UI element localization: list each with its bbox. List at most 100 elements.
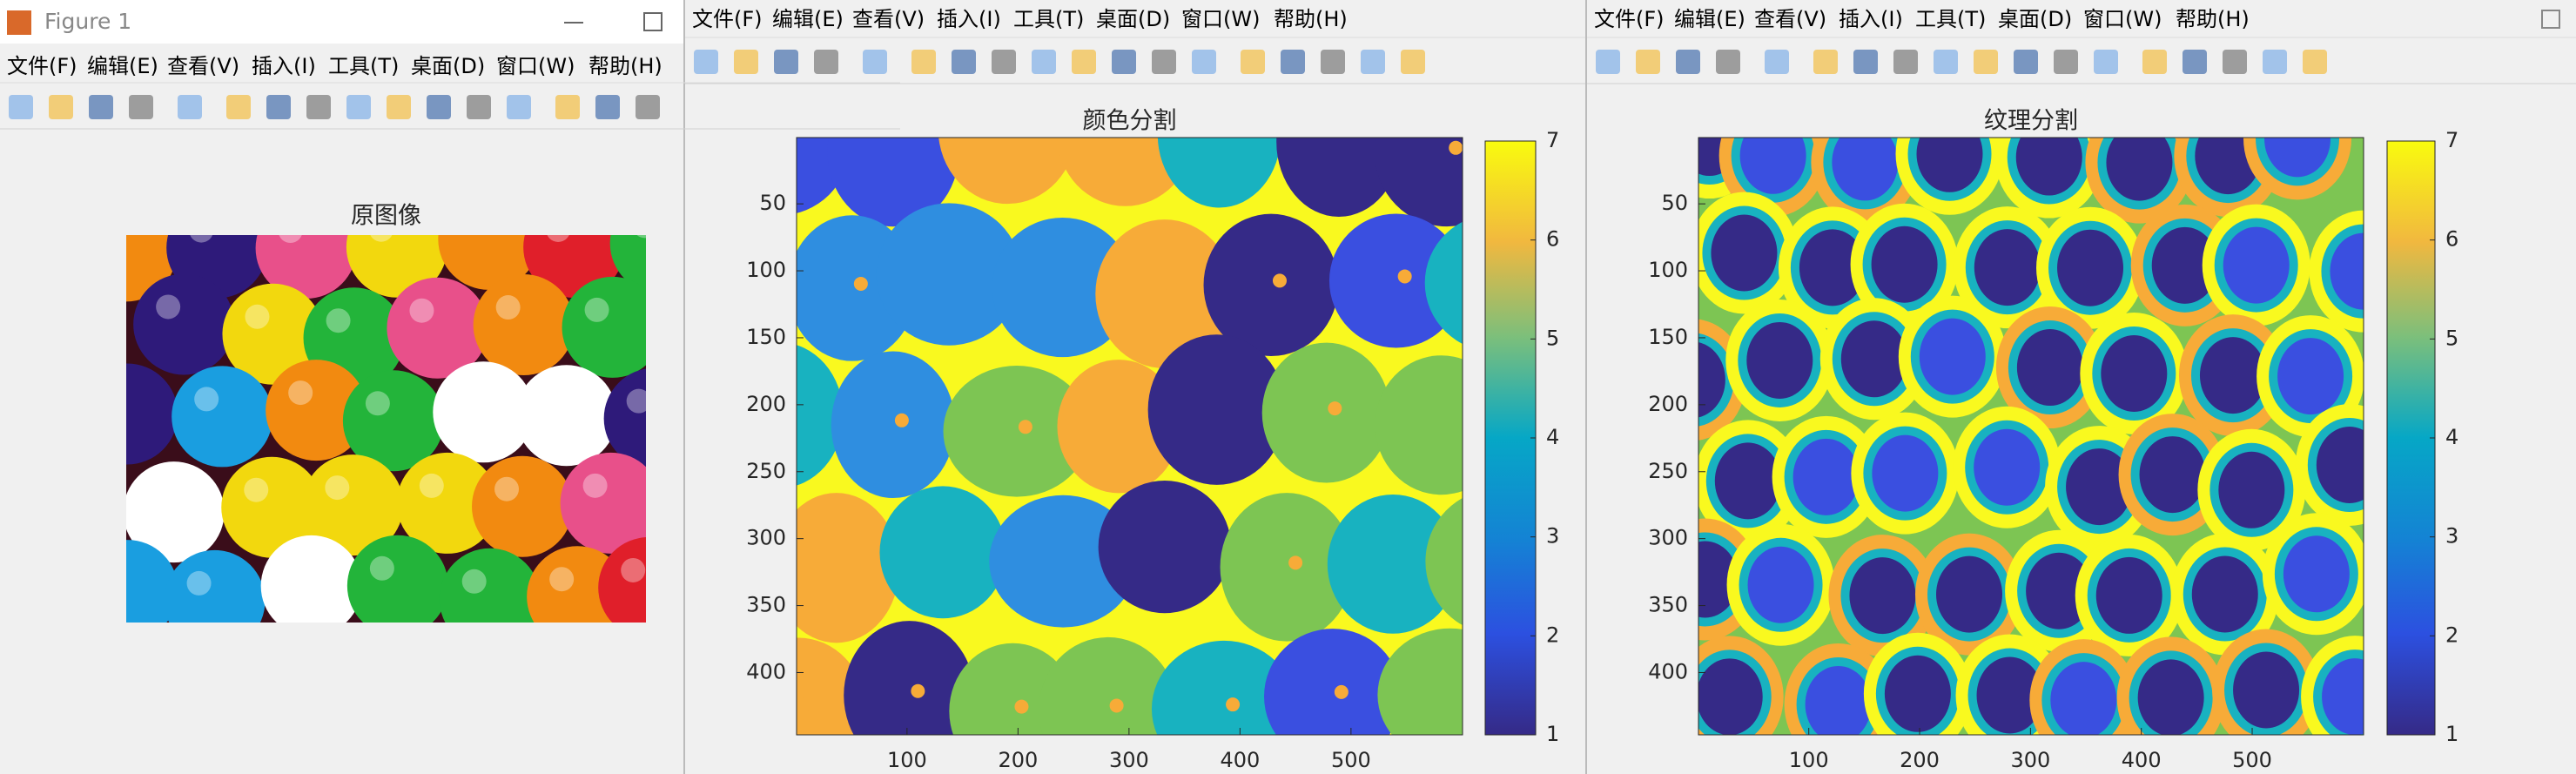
toolbar-button[interactable]	[1241, 50, 1265, 74]
highlight	[283, 555, 308, 581]
menu-item[interactable]: 编辑(E)	[1674, 7, 1745, 31]
menu-item[interactable]: 工具(T)	[1915, 7, 1986, 31]
menu-item[interactable]: 编辑(E)	[87, 54, 158, 78]
toolbar-button[interactable]	[595, 95, 620, 119]
menu-item[interactable]: 查看(V)	[167, 54, 239, 78]
highlight	[621, 557, 646, 582]
toolbar-button[interactable]	[1361, 50, 1385, 74]
toolbar-button[interactable]	[2223, 50, 2247, 74]
toolbar-button[interactable]	[1813, 50, 1838, 74]
toolbar-button[interactable]	[1401, 50, 1425, 74]
toolbar-button[interactable]	[2303, 50, 2327, 74]
toolbar-button[interactable]	[1716, 50, 1740, 74]
window-button[interactable]	[2541, 10, 2560, 29]
gumball	[126, 461, 225, 563]
menu-item[interactable]: 编辑(E)	[772, 7, 844, 31]
toolbar-button[interactable]	[1676, 50, 1700, 74]
menu-item[interactable]: 工具(T)	[328, 54, 399, 78]
segment-core	[2137, 659, 2204, 735]
toolbar-button[interactable]	[1934, 50, 1958, 74]
toolbar-button[interactable]	[1281, 50, 1305, 74]
menu-item[interactable]: 窗口(W)	[496, 54, 575, 78]
menu-item[interactable]: 窗口(W)	[1181, 7, 1260, 31]
menu-item[interactable]: 文件(F)	[7, 54, 77, 78]
menu-item[interactable]: 窗口(W)	[2083, 7, 2162, 31]
toolbar-button[interactable]	[1765, 50, 1789, 74]
toolbar-button[interactable]	[178, 95, 202, 119]
menu-item[interactable]: 帮助(H)	[589, 54, 662, 78]
toolbar-button[interactable]	[814, 50, 838, 74]
gumball	[603, 368, 646, 468]
toolbar-button[interactable]	[1893, 50, 1918, 74]
toolbar-button[interactable]	[306, 95, 331, 119]
toolbar-button[interactable]	[1112, 50, 1136, 74]
toolbar-button[interactable]	[1152, 50, 1176, 74]
maximize-button[interactable]	[643, 12, 662, 31]
toolbar-button[interactable]	[2183, 50, 2207, 74]
toolbar-button[interactable]	[226, 95, 251, 119]
menu-item[interactable]: 插入(I)	[937, 7, 1001, 31]
toolbar-button[interactable]	[694, 50, 718, 74]
axes-box	[796, 137, 1463, 736]
menu-item[interactable]: 插入(I)	[252, 54, 316, 78]
segment-core	[2139, 436, 2206, 514]
segment	[827, 138, 959, 227]
toolbar-button[interactable]	[1974, 50, 1998, 74]
colorbar-tick-label: 1	[2445, 722, 2458, 746]
menu-item[interactable]: 插入(I)	[1839, 7, 1903, 31]
toolbar-button[interactable]	[636, 95, 660, 119]
toolbar-button[interactable]	[774, 50, 798, 74]
toolbar-button[interactable]	[2054, 50, 2078, 74]
toolbar-button[interactable]	[1032, 50, 1056, 74]
colorbar	[2386, 140, 2436, 736]
toolbar-button[interactable]	[387, 95, 411, 119]
toolbar-button[interactable]	[129, 95, 153, 119]
toolbar-button[interactable]	[1636, 50, 1660, 74]
gumball	[342, 370, 444, 472]
toolbar-button[interactable]	[1072, 50, 1096, 74]
segment-core	[1974, 428, 2041, 506]
toolbar-button[interactable]	[952, 50, 976, 74]
toolbar-button[interactable]	[89, 95, 113, 119]
toolbar-button[interactable]	[427, 95, 451, 119]
colorbar-tick-label: 7	[1546, 128, 1559, 152]
toolbar-button[interactable]	[911, 50, 936, 74]
toolbar-button[interactable]	[555, 95, 580, 119]
menu-item[interactable]: 桌面(D)	[1096, 7, 1170, 31]
menu-item[interactable]: 桌面(D)	[1998, 7, 2072, 31]
segment	[992, 217, 1133, 358]
menu-item[interactable]: 查看(V)	[852, 7, 925, 31]
toolbar-button[interactable]	[507, 95, 531, 119]
toolbar-button[interactable]	[2142, 50, 2167, 74]
segment-spot	[1166, 282, 1180, 297]
gumball	[560, 452, 646, 554]
toolbar-button[interactable]	[1596, 50, 1620, 74]
toolbar-button[interactable]	[2094, 50, 2118, 74]
menu-item[interactable]: 工具(T)	[1013, 7, 1084, 31]
menu-item[interactable]: 帮助(H)	[2176, 7, 2250, 31]
toolbar-button[interactable]	[2263, 50, 2287, 74]
toolbar-button[interactable]	[1192, 50, 1216, 74]
segment	[1425, 498, 1463, 626]
toolbar-button[interactable]	[467, 95, 491, 119]
toolbar-button[interactable]	[734, 50, 758, 74]
menu-item[interactable]: 帮助(H)	[1274, 7, 1348, 31]
toolbar-button[interactable]	[49, 95, 73, 119]
gumball	[266, 360, 367, 461]
gumball	[609, 235, 646, 292]
colorbar-tick-label: 3	[1546, 524, 1559, 549]
toolbar-button[interactable]	[1853, 50, 1878, 74]
x-tick-label: 500	[1331, 748, 1371, 772]
toolbar-button[interactable]	[992, 50, 1016, 74]
toolbar-button[interactable]	[266, 95, 291, 119]
toolbar-button[interactable]	[346, 95, 371, 119]
toolbar-button[interactable]	[2014, 50, 2038, 74]
toolbar-button[interactable]	[863, 50, 887, 74]
menu-item[interactable]: 文件(F)	[692, 7, 763, 31]
toolbar-button[interactable]	[1321, 50, 1345, 74]
menu-item[interactable]: 查看(V)	[1754, 7, 1826, 31]
menu-item[interactable]: 桌面(D)	[411, 54, 485, 78]
segment-core	[1792, 438, 1860, 515]
toolbar-button[interactable]	[9, 95, 33, 119]
menu-item[interactable]: 文件(F)	[1594, 7, 1665, 31]
